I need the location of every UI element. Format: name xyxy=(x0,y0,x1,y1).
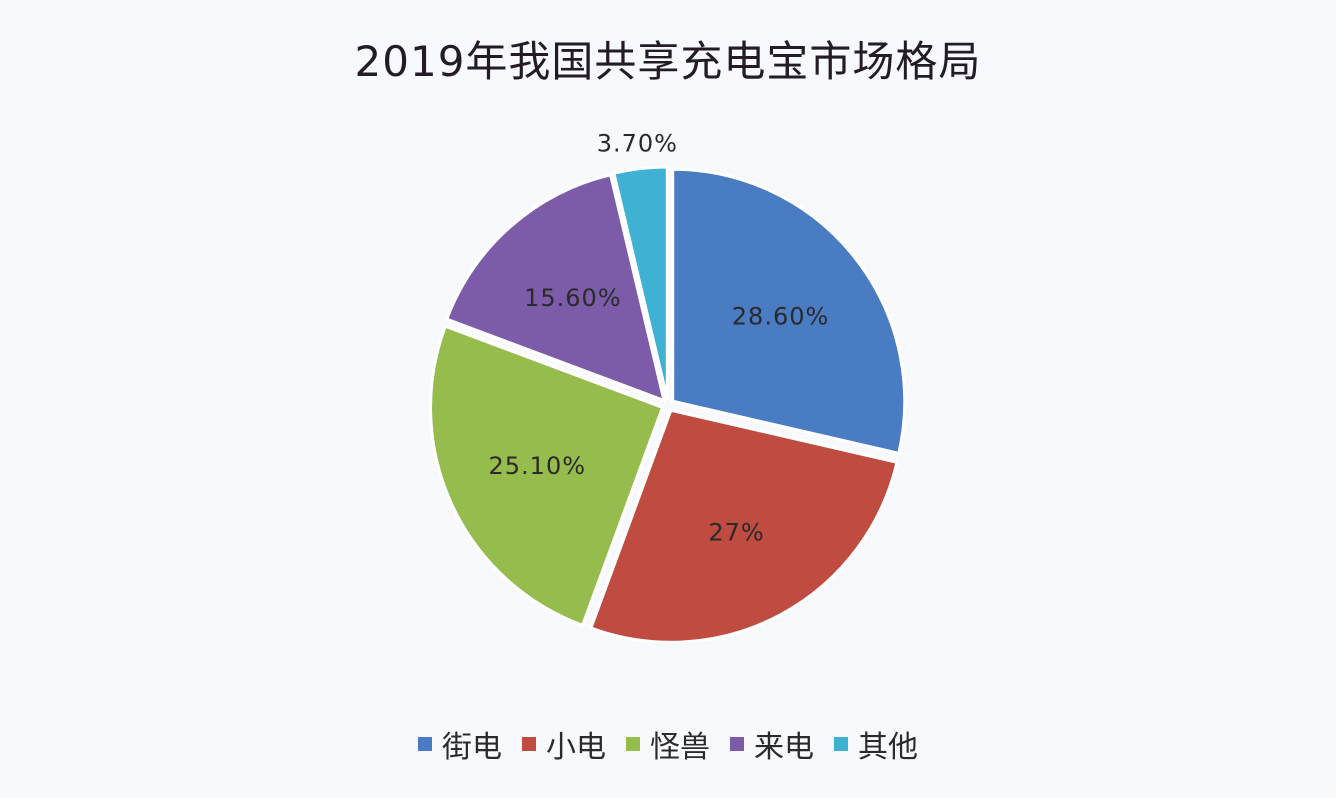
legend-label-guaishou: 怪兽 xyxy=(650,730,710,765)
legend-item-guaishou: 怪兽 xyxy=(626,722,710,766)
chart-title: 2019年我国共享充电宝市场格局 xyxy=(354,37,982,86)
pie-chart: 28.60% 27% 25.10% 15.60% 3.70% xyxy=(429,129,907,644)
pie-slice-guaishou xyxy=(429,324,665,628)
legend-label-jiedian: 街电 xyxy=(442,730,502,765)
legend-item-other: 其他 xyxy=(834,722,918,766)
legend-label-laidian: 来电 xyxy=(754,730,814,765)
legend-swatch-other xyxy=(834,737,848,751)
data-label-other: 3.70% xyxy=(597,129,678,157)
legend-item-laidian: 来电 xyxy=(730,722,814,766)
legend-label-other: 其他 xyxy=(858,730,918,765)
legend-label-xiaodian: 小电 xyxy=(546,730,606,765)
data-label-jiedian: 28.60% xyxy=(732,302,830,330)
legend-swatch-jiedian xyxy=(418,737,432,751)
pie-slice-xiaodian xyxy=(588,408,899,644)
data-label-laidian: 15.60% xyxy=(524,284,622,312)
pie-slice-other xyxy=(612,165,669,400)
legend-swatch-guaishou xyxy=(626,737,640,751)
data-label-xiaodian: 27% xyxy=(708,518,764,546)
legend-swatch-laidian xyxy=(730,737,744,751)
legend-swatch-xiaodian xyxy=(522,737,536,751)
legend: 街电 小电 怪兽 来电 其他 xyxy=(0,722,1336,766)
legend-item-xiaodian: 小电 xyxy=(522,722,606,766)
data-label-guaishou: 25.10% xyxy=(489,452,587,480)
pie-slice-laidian xyxy=(444,172,667,403)
legend-item-jiedian: 街电 xyxy=(418,722,502,766)
pie-slice-jiedian xyxy=(671,167,907,456)
